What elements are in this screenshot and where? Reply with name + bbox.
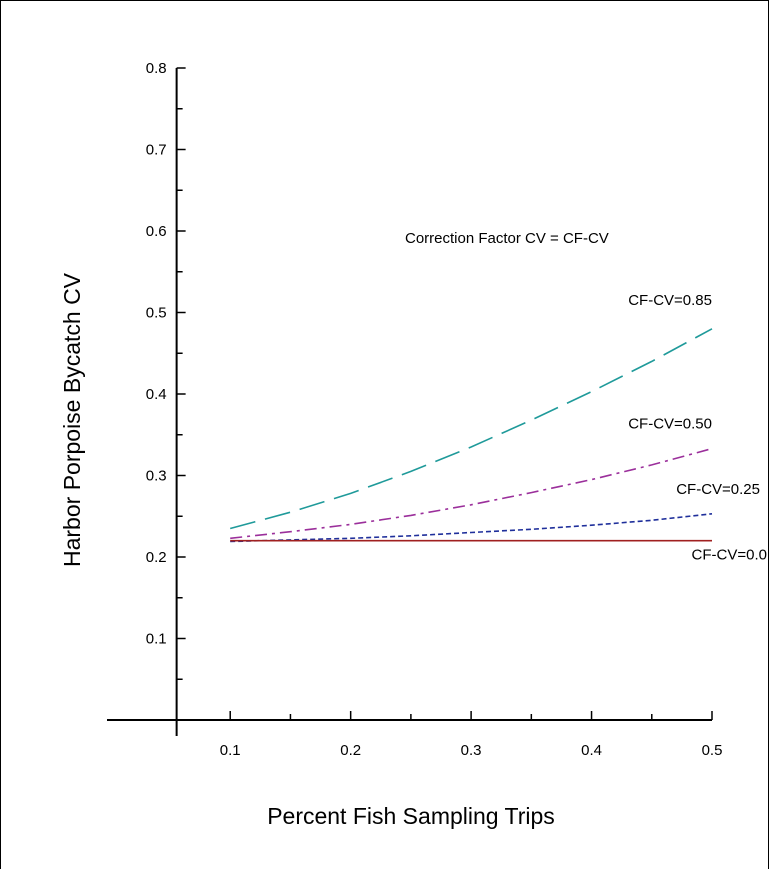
y-tick-label: 0.1 xyxy=(146,631,167,648)
series-line-1 xyxy=(230,447,713,540)
y-tick-label: 0.3 xyxy=(146,468,167,485)
y-tick-label: 0.7 xyxy=(146,142,167,159)
series-layer xyxy=(229,328,713,543)
y-ticks: 0.1 0.2 0.3 0.4 0.5 0.6 0.7 0.8 xyxy=(146,60,186,680)
axes xyxy=(107,68,712,736)
y-tick-label: 0.8 xyxy=(146,60,167,77)
series-line-0 xyxy=(229,328,713,530)
x-tick-label: 0.3 xyxy=(461,742,482,759)
series-line-2 xyxy=(230,513,713,543)
x-ticks: 0.1 0.2 0.3 0.4 0.5 xyxy=(220,711,723,759)
y-tick-label: 0.4 xyxy=(146,386,167,403)
series-label-3: CF-CV=0.0 xyxy=(692,547,767,564)
x-tick-label: 0.1 xyxy=(220,742,241,759)
y-axis-title: Harbor Porpoise Bycatch CV xyxy=(59,272,85,567)
x-axis-title: Percent Fish Sampling Trips xyxy=(267,803,555,829)
x-tick-label: 0.2 xyxy=(340,742,361,759)
series-label-2: CF-CV=0.25 xyxy=(676,481,760,498)
y-tick-label: 0.5 xyxy=(146,305,167,322)
x-tick-label: 0.4 xyxy=(581,742,602,759)
series-label-1: CF-CV=0.50 xyxy=(628,416,712,433)
series-labels: CF-CV=0.85 CF-CV=0.50 CF-CV=0.25 CF-CV=0.0 xyxy=(628,292,767,564)
x-tick-label: 0.5 xyxy=(702,742,723,759)
annotation-correction-factor: Correction Factor CV = CF-CV xyxy=(405,230,609,247)
y-tick-label: 0.6 xyxy=(146,223,167,240)
series-label-0: CF-CV=0.85 xyxy=(628,292,712,309)
y-tick-label: 0.2 xyxy=(146,549,167,566)
